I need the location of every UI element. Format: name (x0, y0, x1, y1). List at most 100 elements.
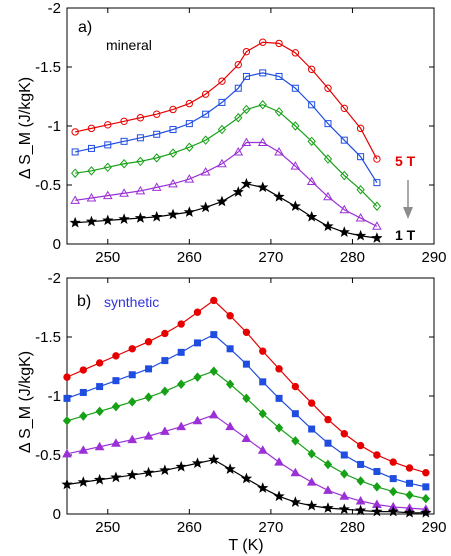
circle-marker (234, 60, 242, 69)
x-tick-label: 260 (177, 249, 202, 266)
circle-marker (104, 121, 112, 129)
diamond-marker (95, 406, 104, 417)
triangle-marker (257, 137, 268, 147)
x-tick-label: 250 (95, 519, 120, 536)
square-marker (169, 126, 177, 134)
series-line-star (66, 459, 426, 514)
square-marker (324, 439, 332, 447)
y-tick-label: -2 (48, 0, 61, 17)
x-tick-label: 250 (95, 249, 120, 266)
star-marker (85, 215, 98, 227)
circle-marker (161, 329, 169, 338)
x-tick-label: 270 (258, 249, 283, 266)
square-marker (389, 475, 397, 483)
diamond-marker (258, 100, 267, 110)
diamond-marker (405, 490, 414, 500)
triangle-marker (290, 161, 301, 170)
x-tick-label: 290 (421, 249, 446, 266)
diamond-marker (340, 170, 349, 181)
panel-a: a) mineral 5 T 1 T Δ S_M (J/kgK) 250 260 2… (17, 0, 447, 266)
star-marker (208, 453, 220, 465)
series-line-triangle (75, 141, 378, 227)
circle-marker (144, 338, 153, 346)
circle-marker (373, 451, 381, 459)
square-marker (218, 98, 226, 106)
circle-marker (218, 77, 226, 85)
star-marker (118, 213, 130, 225)
y-tick-label: -0.5 (35, 177, 61, 194)
circle-marker (210, 296, 218, 305)
diamond-marker (87, 166, 96, 176)
diamond-marker (356, 476, 365, 486)
diamond-marker (136, 156, 145, 167)
circle-marker (291, 49, 300, 57)
star-marker (322, 220, 334, 232)
triangle-marker (94, 441, 105, 451)
series-line-square (66, 333, 426, 488)
circle-marker (275, 365, 283, 373)
triangle-marker (127, 434, 138, 444)
star-marker (102, 214, 114, 226)
triangle-marker (323, 191, 333, 201)
panel-a-ylabel: Δ S_M (J/kgK) (17, 77, 34, 179)
star-marker (77, 476, 89, 487)
circle-marker (136, 114, 145, 122)
diamond-marker (70, 168, 80, 178)
triangle-marker (208, 409, 219, 419)
square-marker (308, 425, 316, 433)
star-marker (306, 499, 318, 511)
diamond-marker (225, 379, 235, 389)
star-marker (354, 504, 367, 516)
diamond-marker (291, 121, 300, 131)
circle-marker (324, 415, 332, 424)
triangle-marker (339, 204, 350, 214)
circle-marker (373, 155, 381, 163)
star-marker (110, 471, 122, 483)
y-tick-label: -1.5 (35, 329, 61, 346)
star-marker (175, 460, 187, 472)
triangle-marker (323, 485, 333, 494)
triangle-marker (274, 146, 284, 156)
field-high-label: 5 T (395, 153, 416, 169)
circle-marker (291, 382, 300, 391)
square-marker (406, 479, 414, 487)
triangle-marker (290, 467, 301, 477)
triangle-marker (372, 221, 382, 230)
field-arrow-head (403, 207, 413, 219)
panel-a-label: a) (78, 19, 92, 36)
series-line-diamond (75, 104, 378, 207)
star-marker (420, 506, 432, 518)
star-marker (338, 226, 350, 237)
circle-marker (87, 124, 96, 133)
triangle-marker (111, 438, 121, 447)
diamond-marker (201, 135, 210, 145)
star-marker (257, 181, 269, 193)
star-marker (338, 503, 350, 515)
circle-marker (259, 347, 267, 355)
star-marker (200, 201, 212, 213)
diamond-marker (372, 201, 382, 211)
star-marker (224, 463, 236, 474)
triangle-marker (217, 158, 227, 168)
diamond-marker (119, 159, 129, 169)
circle-marker (169, 105, 177, 114)
star-marker (159, 464, 171, 476)
star-marker (93, 473, 106, 485)
field-low-label: 1 T (395, 227, 416, 243)
circle-marker (422, 469, 430, 477)
star-marker (387, 505, 399, 517)
diamond-marker (307, 136, 316, 147)
square-marker (96, 383, 104, 391)
square-marker (291, 410, 299, 418)
square-marker (193, 339, 201, 347)
circle-marker (389, 458, 397, 466)
square-marker (357, 460, 365, 468)
circle-marker (193, 308, 202, 316)
triangle-marker (102, 190, 113, 200)
circle-marker (356, 124, 365, 133)
circle-marker (307, 65, 316, 74)
star-marker (69, 216, 81, 228)
circle-marker (242, 328, 251, 336)
square-marker (202, 110, 210, 118)
square-marker (71, 148, 79, 156)
